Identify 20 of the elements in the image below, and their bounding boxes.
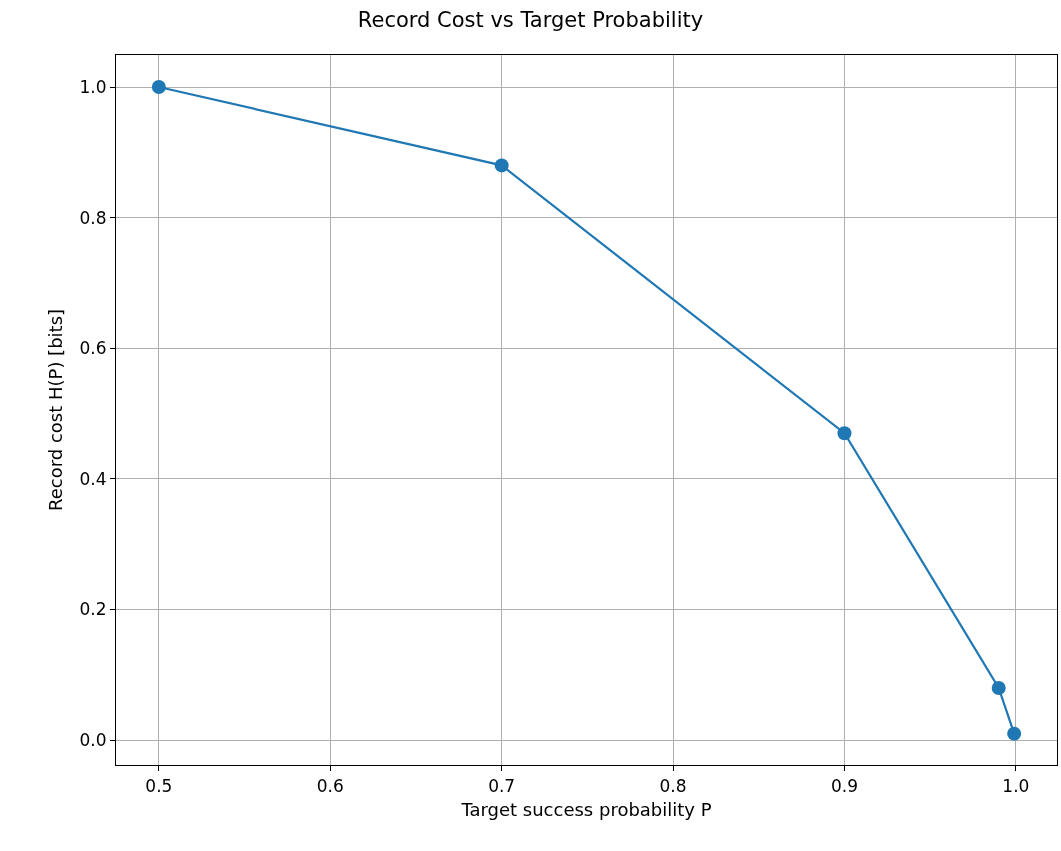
y-axis-title: Record cost H(P) [bits] <box>44 308 66 512</box>
y-tick-label: 0.0 <box>79 730 107 751</box>
point <box>151 80 166 94</box>
x-tick-label: 0.7 <box>488 775 516 796</box>
y-tick-label: 0.6 <box>79 338 107 359</box>
y-tick-label: 0.4 <box>79 468 107 489</box>
point <box>991 680 1006 695</box>
point <box>1007 726 1022 741</box>
point <box>837 426 852 441</box>
x-tick-label: 0.9 <box>830 775 858 796</box>
y-tick-label: 1.0 <box>79 76 107 97</box>
chart-title: Record Cost vs Target Probability <box>357 8 704 33</box>
x-tick-label: 0.6 <box>316 775 344 796</box>
x-tick-label: 0.5 <box>145 775 173 796</box>
x-tick-label: 1.0 <box>1002 775 1030 796</box>
y-tick-label: 0.8 <box>79 207 107 228</box>
point <box>494 158 509 173</box>
x-tick-label: 0.8 <box>659 775 687 796</box>
x-axis-title: Target success probability P <box>460 798 712 820</box>
y-tick-label: 0.2 <box>79 599 107 620</box>
